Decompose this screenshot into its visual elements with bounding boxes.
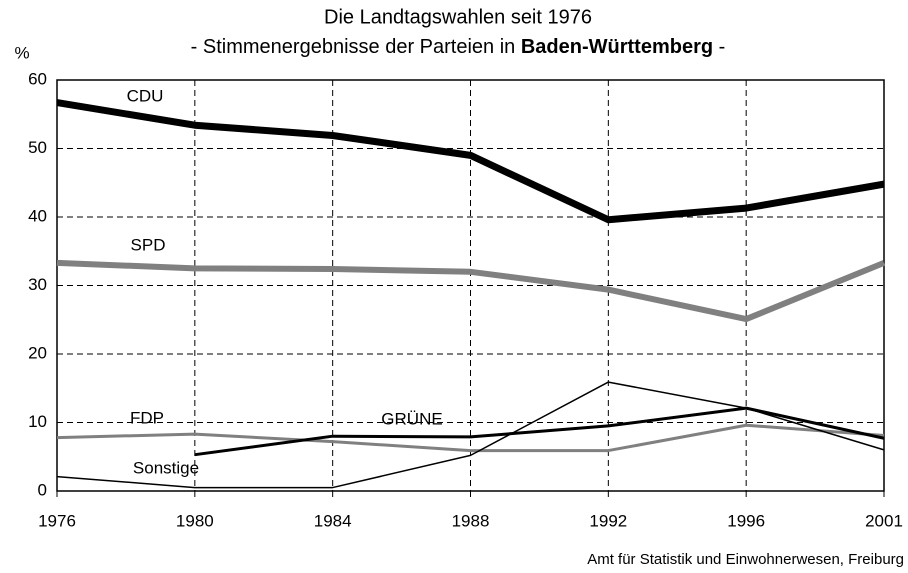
series-line — [56, 423, 885, 453]
x-tick-label: 1996 — [727, 511, 765, 530]
y-tick-label: 10 — [28, 412, 47, 431]
x-tick-label: 1980 — [176, 511, 214, 530]
y-tick-label: 40 — [28, 206, 47, 225]
y-tick-label: 50 — [28, 138, 47, 157]
chart-title: Die Landtagswahlen seit 1976 — [324, 6, 592, 28]
subtitle-part: - — [719, 36, 726, 58]
series-label: SPD — [131, 235, 166, 254]
y-tick-label: 30 — [28, 275, 47, 294]
series-line — [56, 381, 885, 489]
y-tick-label: 0 — [38, 480, 47, 499]
x-tick-label: 1992 — [589, 511, 627, 530]
series-line — [56, 99, 885, 224]
series-label: GRÜNE — [381, 409, 442, 428]
x-tick-label: 1984 — [314, 511, 352, 530]
series-line — [194, 406, 885, 457]
subtitle-bold: Baden-Württemberg — [521, 36, 713, 58]
series-line — [56, 259, 886, 323]
series-label: CDU — [127, 86, 164, 105]
x-tick-label: 1988 — [452, 511, 490, 530]
source: Amt für Statistik und Einwohnerwesen, Fr… — [587, 551, 904, 568]
subtitle-part: - Stimmenergebnisse der Parteien in — [191, 36, 516, 58]
x-tick-label: 2001 — [865, 511, 903, 530]
series-label: Sonstige — [133, 458, 199, 477]
plot-frame — [56, 79, 885, 492]
y-tick-label: 20 — [28, 343, 47, 362]
chart-subtitle: - Stimmenergebnisse der Parteien in Bade… — [191, 36, 726, 58]
y-tick-label: 60 — [28, 69, 47, 88]
y-axis-label: % — [14, 43, 29, 62]
series-label: FDP — [130, 408, 164, 427]
x-tick-label: 1976 — [38, 511, 76, 530]
